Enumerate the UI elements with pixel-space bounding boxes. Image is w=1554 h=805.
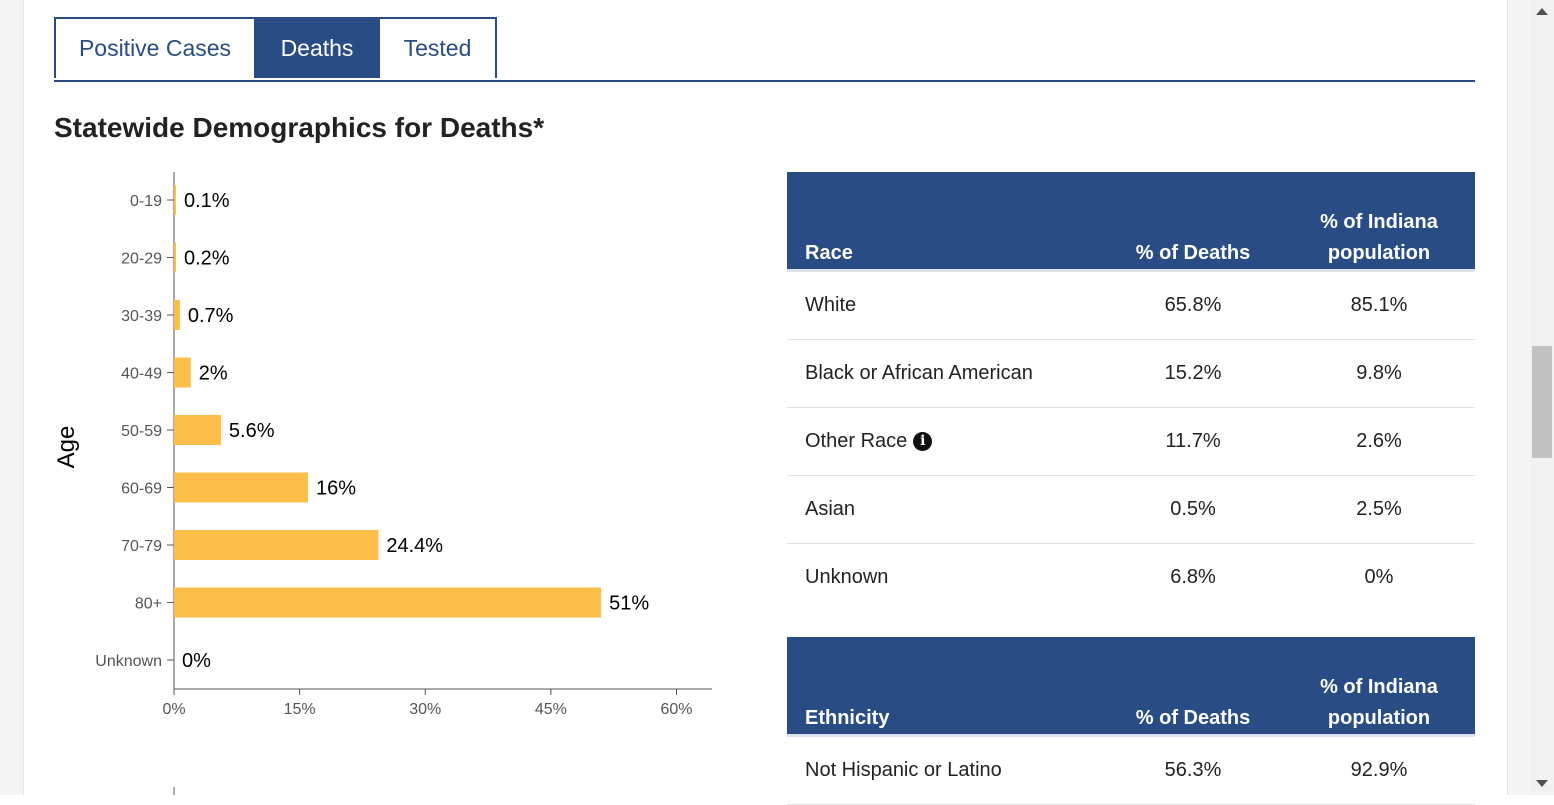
race-population-pct: 85.1%: [1283, 270, 1475, 340]
race-deaths-pct: 0.5%: [1103, 475, 1283, 544]
bar: [174, 357, 191, 388]
bar: [174, 415, 221, 445]
bar: [174, 242, 176, 273]
scrollbar[interactable]: [1530, 0, 1554, 795]
x-tick-label: 0%: [162, 701, 185, 718]
ethnicity-table: Ethnicity % of Deaths % of Indiana popul…: [787, 637, 1475, 805]
tab-positive-cases[interactable]: Positive Cases: [54, 17, 254, 78]
race-header-deaths: % of Deaths: [1103, 172, 1283, 270]
race-population-pct: 2.6%: [1283, 407, 1475, 476]
data-label: 5.6%: [229, 420, 275, 442]
x-tick-label: 60%: [660, 701, 692, 718]
y-tick-label: 40-49: [121, 366, 162, 383]
y-tick-label: 20-29: [121, 251, 162, 268]
race-deaths-pct: 65.8%: [1103, 270, 1283, 340]
bar: [174, 185, 176, 215]
ethnicity-header-deaths: % of Deaths: [1103, 637, 1283, 735]
data-label: 0.7%: [188, 305, 234, 327]
x-tick-label: 15%: [284, 701, 316, 718]
bar: [174, 300, 180, 330]
tab-bar: Positive Cases Deaths Tested: [54, 17, 1475, 82]
y-tick-label: 70-79: [121, 538, 162, 555]
race-name: Asian: [787, 475, 1103, 544]
x-tick-label: 45%: [535, 701, 567, 718]
table-row: Asian 0.5% 2.5%: [787, 475, 1475, 544]
data-label: 16%: [316, 478, 356, 500]
y-tick-label: 30-39: [121, 308, 162, 325]
ethnicity-population-pct: 92.9%: [1283, 735, 1475, 805]
section-title: Statewide Demographics for Deaths*: [54, 112, 545, 143]
race-name: White: [787, 270, 1103, 340]
ethnicity-name: Not Hispanic or Latino: [787, 735, 1103, 805]
race-deaths-pct: 11.7%: [1103, 407, 1283, 476]
ethnicity-table-header: Ethnicity % of Deaths % of Indiana popul…: [787, 637, 1475, 735]
bar: [174, 472, 308, 503]
table-row: White 65.8% 85.1%: [787, 270, 1475, 340]
table-row: Unknown 6.8% 0%: [787, 543, 1475, 611]
bar: [174, 587, 602, 618]
table-row: Not Hispanic or Latino 56.3% 92.9%: [787, 735, 1475, 805]
race-table: Race % of Deaths % of Indiana population…: [787, 172, 1475, 611]
scrollbar-thumb[interactable]: [1532, 346, 1552, 458]
race-deaths-pct: 15.2%: [1103, 339, 1283, 408]
data-label: 0.1%: [184, 190, 230, 212]
race-population-pct: 9.8%: [1283, 339, 1475, 408]
ethnicity-deaths-pct: 56.3%: [1103, 735, 1283, 805]
age-bar-chart: Age 0% 15% 30% 45% 60% 0-19 0.1% 20-29 0.2% 30-39 0…: [53, 172, 712, 795]
race-name-cell: Other Race i: [787, 407, 1103, 476]
scroll-up-arrow-icon[interactable]: [1536, 8, 1548, 15]
table-row: Black or African American 15.2% 9.8%: [787, 339, 1475, 408]
data-label: 2%: [199, 363, 228, 385]
x-tick-label: 30%: [409, 701, 441, 718]
race-table-header: Race % of Deaths % of Indiana population: [787, 172, 1475, 270]
ethnicity-header-population: % of Indiana population: [1283, 637, 1475, 735]
data-label: 0%: [182, 650, 211, 672]
tab-underline: [54, 80, 1475, 82]
race-header-population: % of Indiana population: [1283, 172, 1475, 270]
race-population-pct: 0%: [1364, 565, 1394, 588]
race-name: Other Race: [805, 429, 908, 452]
y-axis-label: Age: [53, 426, 80, 469]
y-tick-label: 60-69: [121, 481, 162, 498]
y-tick-label: 0-19: [130, 193, 162, 210]
data-label: 51%: [609, 593, 649, 615]
y-tick-label: 80+: [135, 596, 162, 613]
race-deaths-pct: 6.8%: [1170, 565, 1216, 588]
y-tick-label: Unknown: [95, 653, 162, 670]
scroll-down-arrow-icon[interactable]: [1536, 780, 1548, 787]
table-row: Other Race i 11.7% 2.6%: [787, 407, 1475, 476]
race-name: Black or African American: [787, 339, 1103, 408]
race-header-race: Race: [787, 172, 1103, 270]
info-circle-icon[interactable]: i: [913, 431, 933, 451]
tab-deaths[interactable]: Deaths: [254, 17, 380, 78]
race-name: Unknown: [805, 565, 889, 588]
tab-tested[interactable]: Tested: [380, 17, 497, 78]
race-population-pct: 2.5%: [1283, 475, 1475, 544]
data-label: 24.4%: [386, 535, 443, 557]
ethnicity-header-ethnicity: Ethnicity: [787, 637, 1103, 735]
y-tick-label: 50-59: [121, 423, 162, 440]
data-label: 0.2%: [184, 248, 230, 270]
bar: [174, 530, 379, 560]
